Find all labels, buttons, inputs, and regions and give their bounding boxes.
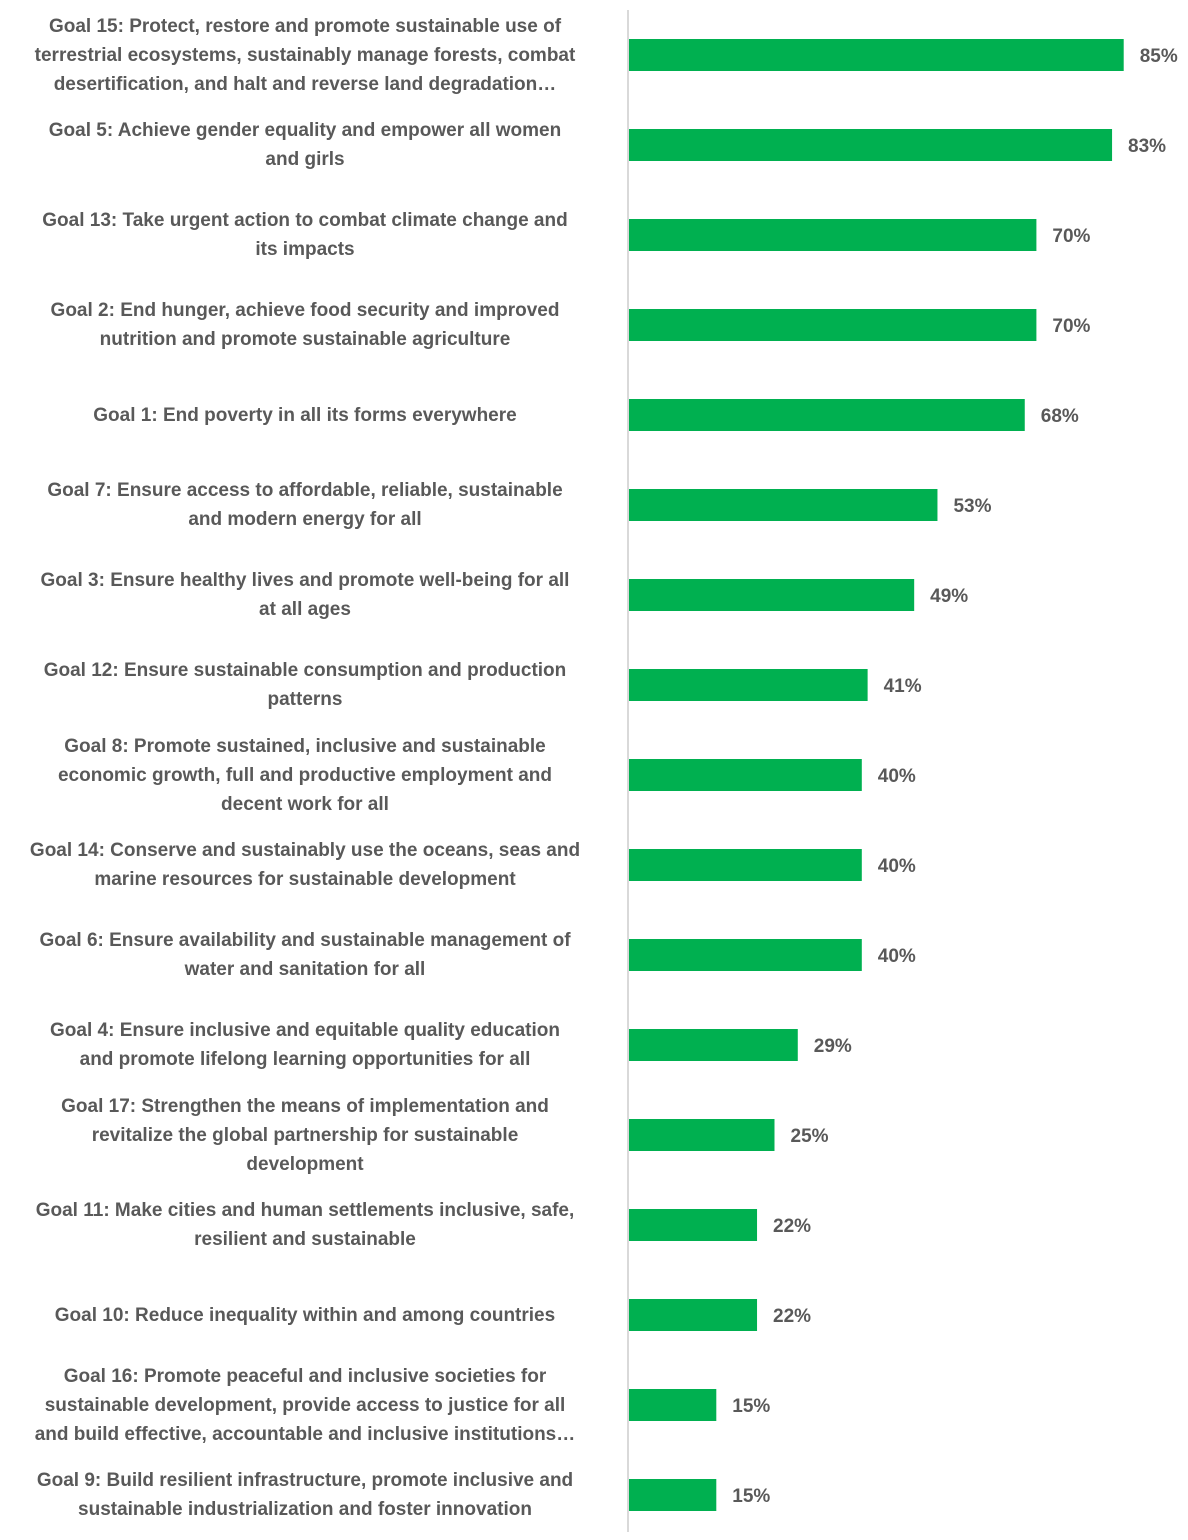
category-label-line: its impacts [255, 239, 355, 260]
data-label: 15% [732, 1486, 770, 1507]
category-label-line: and girls [265, 149, 345, 170]
bar [629, 579, 915, 611]
category-label: Goal 2: End hunger, achieve food securit… [4, 280, 606, 370]
category-label-line: Goal 9: Build resilient infrastructure, … [36, 1470, 574, 1491]
bar [629, 759, 862, 791]
category-label: Goal 4: Ensure inclusive and equitable q… [4, 1000, 606, 1090]
data-label: 22% [773, 1306, 811, 1327]
data-label: 70% [1052, 316, 1090, 337]
data-label: 25% [791, 1126, 829, 1147]
data-label: 29% [814, 1036, 852, 1057]
category-label: Goal 5: Achieve gender equality and empo… [4, 100, 606, 190]
category-label: Goal 11: Make cities and human settlemen… [4, 1180, 606, 1270]
category-label-line: revitalize the global partnership for su… [91, 1124, 519, 1146]
data-label: 15% [732, 1396, 770, 1417]
bar [629, 1029, 798, 1061]
category-label-line: Goal 7: Ensure access to affordable, rel… [47, 480, 563, 501]
category-label-line: nutrition and promote sustainable agricu… [99, 329, 511, 350]
category-label-line: marine resources for sustainable develop… [94, 869, 516, 890]
category-label: Goal 15: Protect, restore and promote su… [4, 10, 606, 100]
category-label-line: Goal 1: End poverty in all its forms eve… [93, 404, 517, 426]
bar [629, 489, 938, 521]
category-label-line: Goal 4: Ensure inclusive and equitable q… [50, 1020, 560, 1041]
bar [629, 219, 1037, 251]
bar [629, 39, 1124, 71]
category-label: Goal 6: Ensure availability and sustaina… [4, 910, 606, 1000]
data-label: 53% [953, 496, 991, 517]
category-label: Goal 3: Ensure healthy lives and promote… [4, 550, 606, 640]
bar [629, 1299, 758, 1331]
category-label: Goal 16: Promote peaceful and inclusive … [4, 1360, 606, 1450]
category-label: Goal 1: End poverty in all its forms eve… [4, 370, 606, 460]
bar [629, 1209, 758, 1241]
category-label-line: patterns [267, 689, 343, 710]
data-label: 40% [878, 856, 916, 877]
category-label-line: Goal 11: Make cities and human settlemen… [35, 1200, 575, 1221]
category-label-line: Goal 16: Promote peaceful and inclusive … [63, 1365, 547, 1387]
category-label: Goal 10: Reduce inequality within and am… [4, 1270, 606, 1360]
data-label: 83% [1128, 136, 1166, 157]
category-label-line: Goal 10: Reduce inequality within and am… [54, 1304, 556, 1326]
category-label: Goal 7: Ensure access to affordable, rel… [4, 460, 606, 550]
bar [629, 1389, 717, 1421]
bar [629, 849, 862, 881]
bar [629, 669, 868, 701]
data-label: 85% [1140, 46, 1178, 67]
category-label-line: Goal 2: End hunger, achieve food securit… [50, 300, 560, 321]
category-label: Goal 9: Build resilient infrastructure, … [4, 1450, 606, 1540]
category-label-line: economic growth, full and productive emp… [57, 764, 553, 786]
category-label-line: Goal 8: Promote sustained, inclusive and… [64, 735, 546, 757]
category-label-line: decent work for all [221, 793, 389, 815]
category-label-line: and promote lifelong learning opportunit… [79, 1049, 531, 1070]
bar [629, 309, 1037, 341]
bar [629, 1119, 775, 1151]
category-label-line: at all ages [259, 599, 351, 620]
category-label-line: Goal 5: Achieve gender equality and empo… [48, 120, 562, 141]
bar [629, 939, 862, 971]
category-label-line: development [246, 1153, 364, 1175]
bar [629, 399, 1025, 431]
category-label: Goal 12: Ensure sustainable consumption … [4, 640, 606, 730]
category-label: Goal 13: Take urgent action to combat cl… [4, 190, 606, 280]
category-label: Goal 17: Strengthen the means of impleme… [4, 1090, 606, 1180]
category-label-line: and modern energy for all [188, 509, 422, 530]
category-label-line: Goal 3: Ensure healthy lives and promote… [40, 570, 570, 591]
category-label-line: desertification, and halt and reverse la… [53, 73, 557, 95]
category-label-line: sustainable development, provide access … [44, 1394, 566, 1416]
category-label-line: Goal 13: Take urgent action to combat cl… [42, 210, 568, 231]
category-label: Goal 14: Conserve and sustainably use th… [4, 820, 606, 910]
category-label-line: sustainable industrialization and foster… [78, 1499, 532, 1520]
data-label: 22% [773, 1216, 811, 1237]
category-label-line: terrestrial ecosystems, sustainably mana… [34, 44, 576, 66]
category-label-line: resilient and sustainable [194, 1229, 416, 1250]
category-label-line: Goal 17: Strengthen the means of impleme… [61, 1095, 549, 1117]
category-label-line: water and sanitation for all [184, 959, 426, 980]
data-label: 40% [878, 946, 916, 967]
data-label: 40% [878, 766, 916, 787]
data-label: 49% [930, 586, 968, 607]
data-label: 70% [1052, 226, 1090, 247]
category-label-line: and build effective, accountable and inc… [34, 1423, 576, 1445]
data-label: 68% [1041, 406, 1079, 427]
data-label: 41% [884, 676, 922, 697]
category-label-line: Goal 6: Ensure availability and sustaina… [39, 930, 571, 951]
category-label: Goal 8: Promote sustained, inclusive and… [4, 730, 606, 820]
category-label-line: Goal 14: Conserve and sustainably use th… [29, 840, 581, 861]
bar [629, 129, 1113, 161]
category-label-line: Goal 12: Ensure sustainable consumption … [43, 660, 567, 681]
bar [629, 1479, 717, 1511]
category-label-line: Goal 15: Protect, restore and promote su… [48, 15, 562, 37]
